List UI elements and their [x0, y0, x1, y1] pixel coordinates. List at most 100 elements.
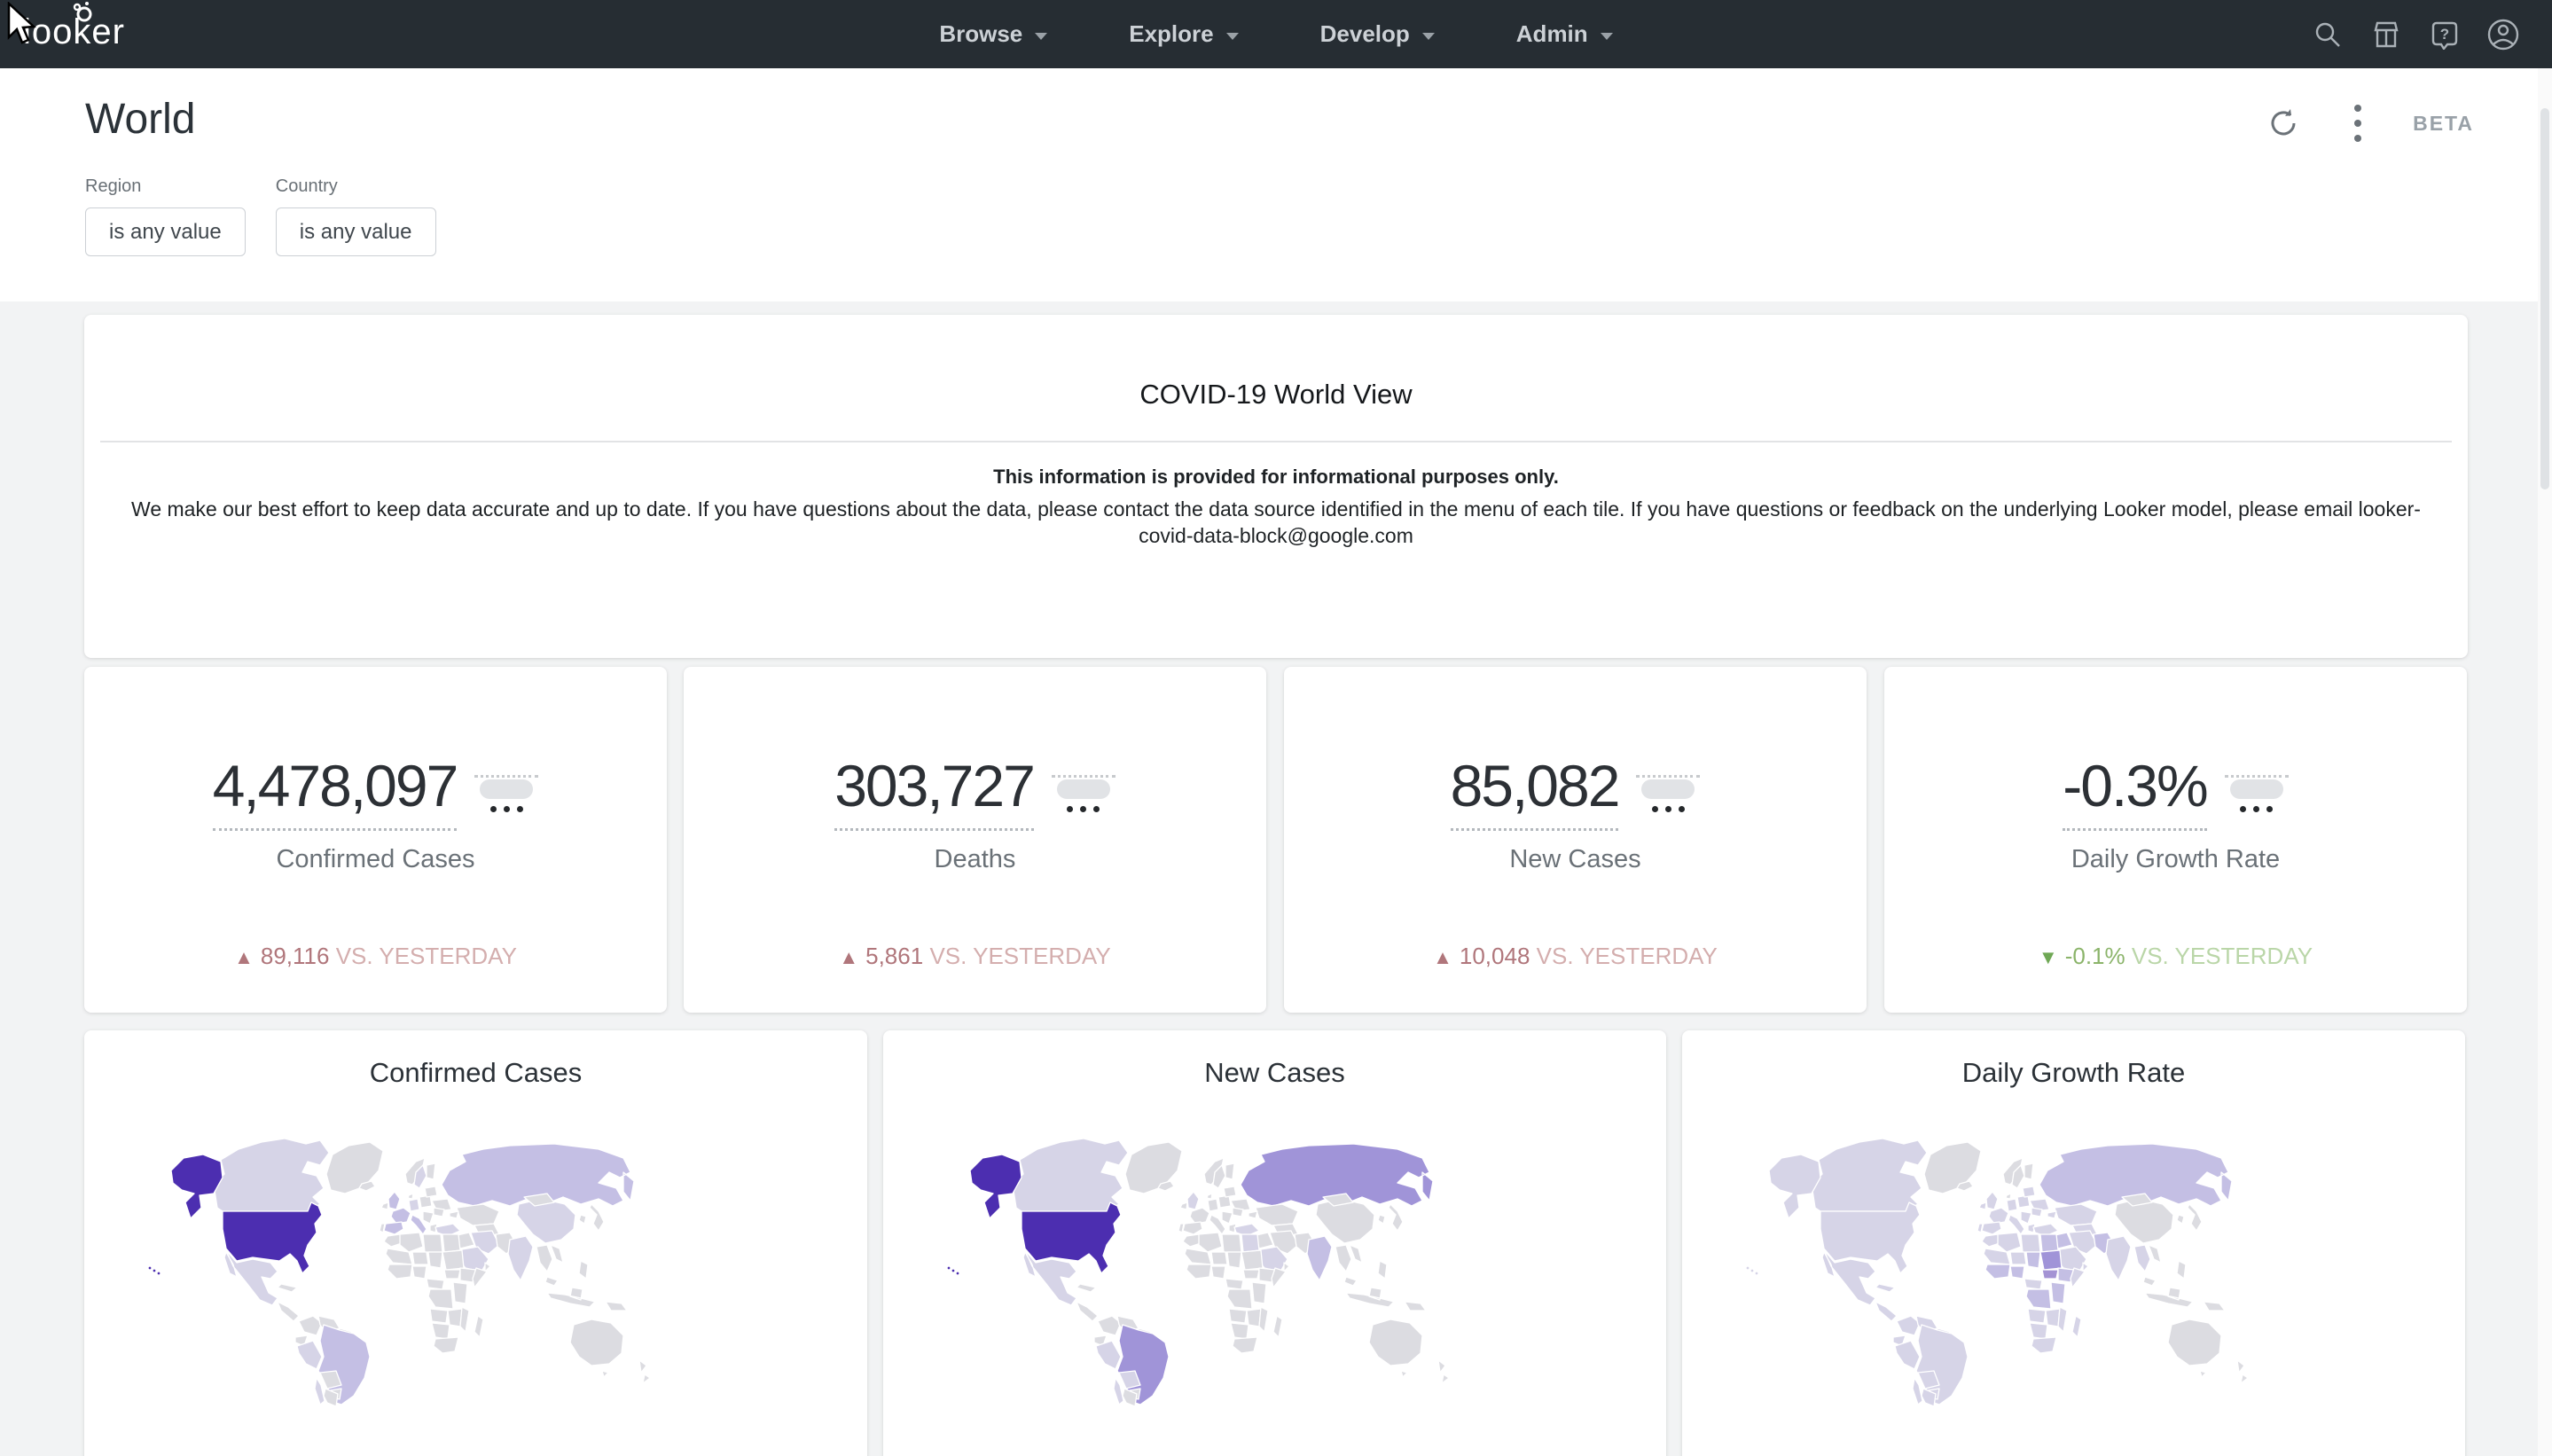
- country-libya[interactable]: [1221, 1233, 1242, 1253]
- country-denmark[interactable]: [1206, 1193, 1213, 1200]
- country-new-zealand[interactable]: [2236, 1359, 2249, 1384]
- kpi-value[interactable]: 4,478,097: [212, 752, 458, 831]
- country-mongolia[interactable]: [2121, 1193, 2153, 1207]
- country-vietnam-laos[interactable]: [2148, 1244, 2162, 1264]
- country-australia[interactable]: [1368, 1319, 1423, 1366]
- country-south-sudan[interactable]: [443, 1269, 461, 1280]
- country-west-africa[interactable]: [1186, 1264, 1212, 1280]
- country-poland[interactable]: [2016, 1194, 2031, 1209]
- country-india[interactable]: [1306, 1235, 1333, 1281]
- country-turkey[interactable]: [434, 1223, 461, 1237]
- country-ireland[interactable]: [1978, 1202, 1987, 1210]
- nav-item-explore[interactable]: Explore: [1129, 20, 1239, 48]
- country-sudan[interactable]: [1241, 1249, 1264, 1271]
- country-niger[interactable]: [411, 1251, 429, 1265]
- country-cameroon-car[interactable]: [1225, 1278, 1244, 1290]
- country-chile[interactable]: [1912, 1377, 1923, 1405]
- country-germany[interactable]: [408, 1198, 420, 1212]
- country-korea[interactable]: [1377, 1214, 1386, 1225]
- country-greece[interactable]: [1228, 1223, 1237, 1233]
- country-oman[interactable]: [484, 1262, 491, 1272]
- country-korea[interactable]: [578, 1214, 587, 1225]
- country-poland[interactable]: [1217, 1194, 1232, 1209]
- country-russia[interactable]: [1240, 1143, 1434, 1207]
- country-south-africa[interactable]: [1232, 1336, 1258, 1354]
- country-finland[interactable]: [2024, 1162, 2034, 1180]
- country-mexico[interactable]: [1821, 1249, 1876, 1306]
- country-spain[interactable]: [383, 1221, 404, 1235]
- country-angola[interactable]: [2027, 1308, 2047, 1324]
- country-greenland[interactable]: [325, 1141, 384, 1194]
- country-east-africa[interactable]: [2050, 1281, 2066, 1304]
- country-zambia-zimbabwe[interactable]: [447, 1308, 463, 1327]
- country-angola[interactable]: [429, 1308, 449, 1324]
- country-usa[interactable]: [1021, 1202, 1122, 1274]
- country-argentina[interactable]: [323, 1388, 339, 1407]
- country-usa[interactable]: [1820, 1202, 1921, 1274]
- country-namibia-botswana[interactable]: [2029, 1322, 2048, 1340]
- country-madagascar[interactable]: [2071, 1315, 2082, 1338]
- country-caucasus[interactable]: [1248, 1210, 1258, 1219]
- country-denmark[interactable]: [407, 1193, 414, 1200]
- country-mauritania-mali[interactable]: [385, 1248, 413, 1265]
- filter-country-value-button[interactable]: is any value: [275, 207, 436, 256]
- more-options-kebab-icon[interactable]: [2338, 104, 2377, 143]
- country-bolivia[interactable]: [319, 1370, 342, 1389]
- drill-menu-icon[interactable]: [474, 775, 539, 812]
- country-uk[interactable]: [387, 1191, 401, 1210]
- country-canada[interactable]: [213, 1138, 330, 1212]
- country-greenland[interactable]: [1923, 1141, 1982, 1194]
- country-usa[interactable]: [222, 1202, 323, 1274]
- country-west-africa[interactable]: [1984, 1264, 2011, 1280]
- country-zambia-zimbabwe[interactable]: [1246, 1308, 1262, 1327]
- country-hawaii[interactable]: [946, 1265, 960, 1276]
- country-namibia-botswana[interactable]: [1230, 1322, 1249, 1340]
- country-colombia[interactable]: [1896, 1315, 1921, 1336]
- country-france[interactable]: [1189, 1207, 1210, 1225]
- country-south-africa[interactable]: [2031, 1336, 2057, 1354]
- choropleth-map-new-cases[interactable]: [936, 1119, 1504, 1412]
- country-myanmar-thailand[interactable]: [1335, 1244, 1352, 1272]
- country-alaska[interactable]: [1768, 1154, 1821, 1219]
- country-australia[interactable]: [569, 1319, 624, 1366]
- country-china[interactable]: [516, 1198, 576, 1244]
- country-new-guinea[interactable]: [605, 1301, 628, 1311]
- country-malaysia[interactable]: [1343, 1276, 1358, 1287]
- country-hawaii[interactable]: [1745, 1265, 1759, 1276]
- country-poland[interactable]: [419, 1194, 433, 1209]
- country-korea[interactable]: [2176, 1214, 2185, 1225]
- country-india[interactable]: [507, 1235, 534, 1281]
- country-portugal[interactable]: [1178, 1223, 1185, 1233]
- country-somalia[interactable]: [2070, 1267, 2086, 1288]
- country-egypt[interactable]: [442, 1233, 461, 1253]
- country-mauritania-mali[interactable]: [1983, 1248, 2011, 1265]
- country-india[interactable]: [2105, 1235, 2132, 1281]
- country-australia[interactable]: [2167, 1319, 2222, 1366]
- country-east-africa[interactable]: [452, 1281, 468, 1304]
- country-colombia[interactable]: [1097, 1315, 1122, 1336]
- country-central-america[interactable]: [1875, 1301, 1898, 1322]
- looker-logo[interactable]: looker: [23, 2, 125, 52]
- country-portugal[interactable]: [379, 1223, 386, 1233]
- country-kazakhstan[interactable]: [2054, 1203, 2098, 1226]
- country-libya[interactable]: [422, 1233, 443, 1253]
- country-ireland[interactable]: [380, 1202, 389, 1210]
- country-denmark[interactable]: [2005, 1193, 2012, 1200]
- drill-menu-icon[interactable]: [2224, 775, 2289, 812]
- country-vietnam-laos[interactable]: [1349, 1244, 1363, 1264]
- kpi-value[interactable]: 85,082: [1450, 752, 1620, 831]
- country-germany[interactable]: [1207, 1198, 1219, 1212]
- kpi-value[interactable]: 303,727: [834, 752, 1036, 831]
- country-china[interactable]: [1315, 1198, 1375, 1244]
- country-mozambique[interactable]: [1258, 1306, 1269, 1333]
- country-chad[interactable]: [2025, 1251, 2041, 1269]
- country-morocco[interactable]: [1981, 1233, 2000, 1248]
- country-kazakhstan[interactable]: [456, 1203, 500, 1226]
- country-indonesia[interactable]: [2144, 1287, 2194, 1308]
- drill-menu-icon[interactable]: [1636, 775, 1701, 812]
- country-japan[interactable]: [589, 1203, 605, 1232]
- country-iceland[interactable]: [358, 1180, 376, 1192]
- country-mauritania-mali[interactable]: [1184, 1248, 1212, 1265]
- country-chile[interactable]: [1113, 1377, 1124, 1405]
- country-mozambique[interactable]: [459, 1306, 470, 1333]
